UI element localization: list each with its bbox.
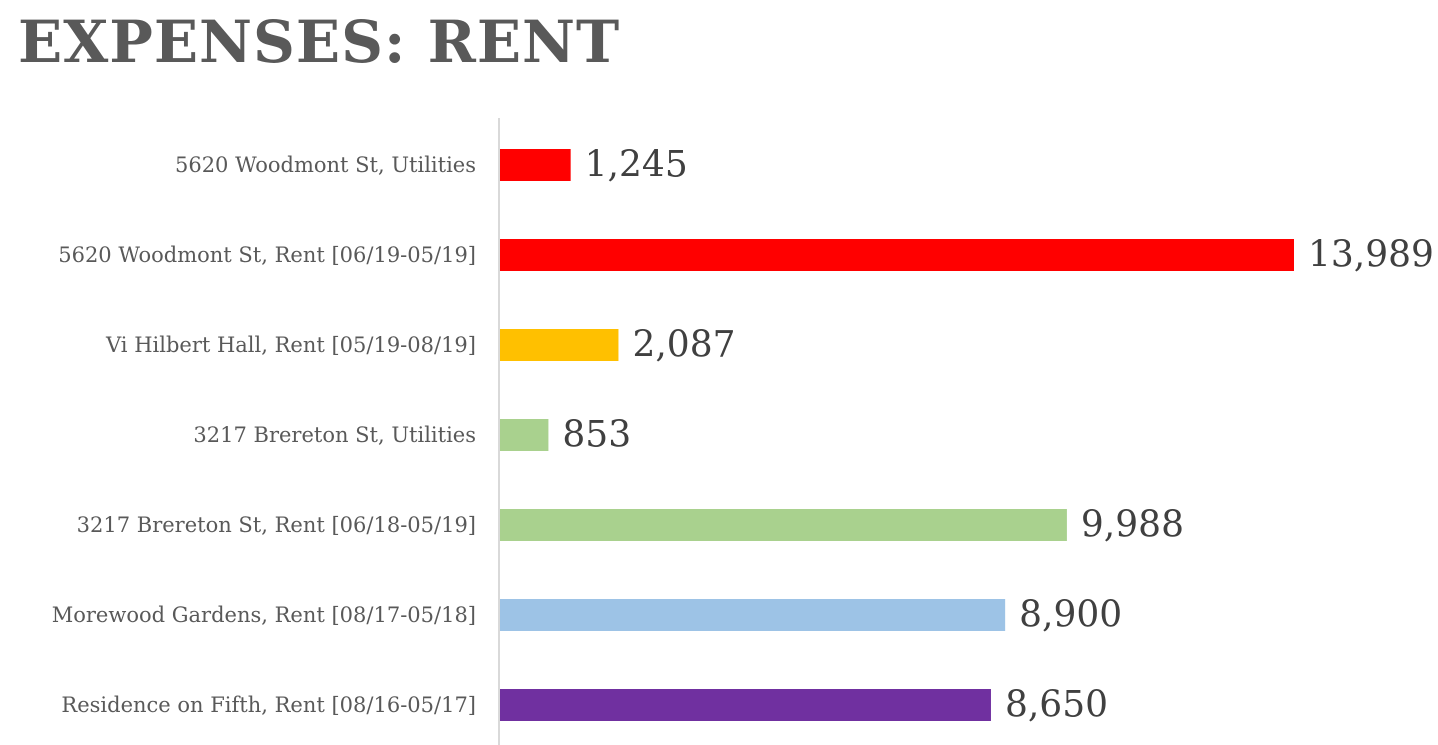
data-label: 13,989 <box>1308 235 1434 276</box>
bar <box>500 509 1067 541</box>
data-label: 9,988 <box>1081 505 1184 546</box>
data-label: 1,245 <box>585 145 688 186</box>
bars-layer: 5620 Woodmont St, Utilities 1,245 5620 Woo… <box>52 145 1434 726</box>
category-label: 3217 Brereton St, Rent [06/18-05/19] <box>77 513 476 537</box>
category-label: 5620 Woodmont St, Utilities <box>175 153 476 177</box>
category-label: Vi Hilbert Hall, Rent [05/19-08/19] <box>105 333 476 357</box>
data-label: 8,650 <box>1005 685 1108 726</box>
bar <box>500 149 571 181</box>
bar <box>500 329 619 361</box>
category-label: Residence on Fifth, Rent [08/16-05/17] <box>61 693 476 717</box>
data-label: 2,087 <box>632 325 735 366</box>
bar <box>500 689 991 721</box>
bar <box>500 599 1006 631</box>
category-label: 3217 Brereton St, Utilities <box>193 423 476 447</box>
bar <box>500 239 1294 271</box>
category-label: Morewood Gardens, Rent [08/17-05/18] <box>52 603 476 627</box>
data-label: 8,900 <box>1019 595 1122 636</box>
bar <box>500 419 549 451</box>
category-label: 5620 Woodmont St, Rent [06/19-05/19] <box>58 243 476 267</box>
data-label: 853 <box>562 415 631 456</box>
chart-title: EXPENSES: RENT <box>18 8 621 76</box>
